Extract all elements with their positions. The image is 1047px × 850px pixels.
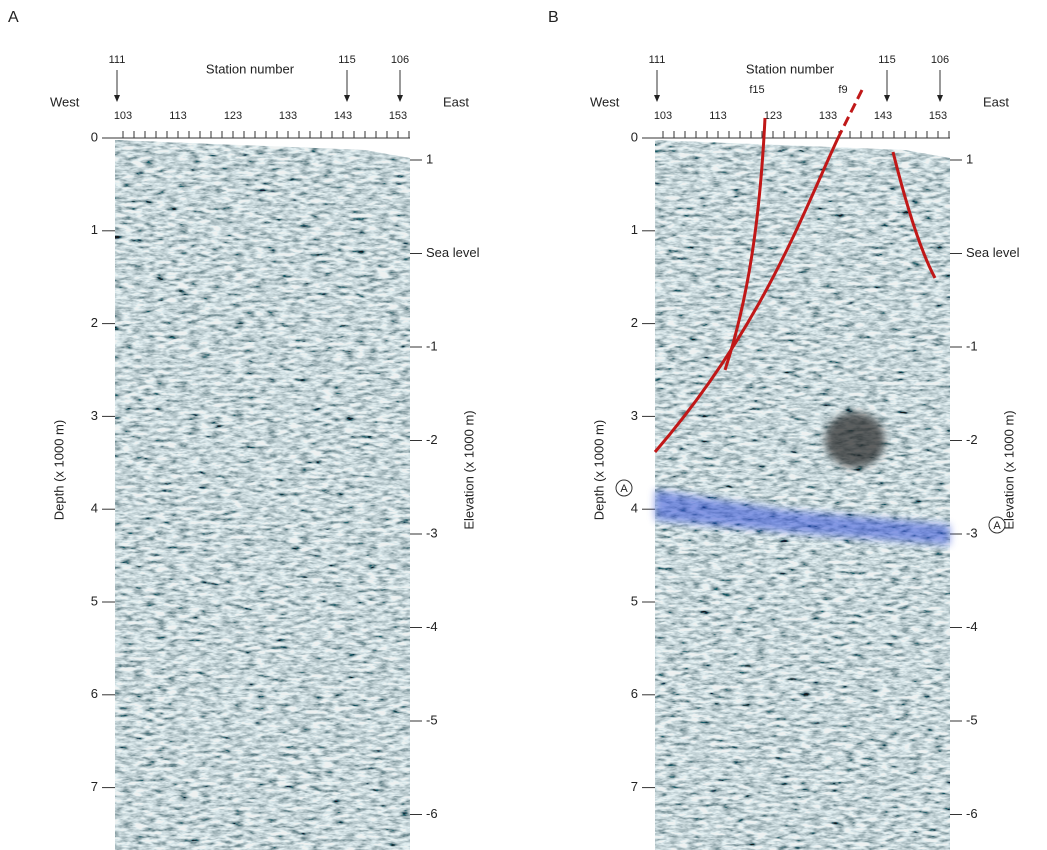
station-label: 143 (334, 110, 352, 122)
east-label: East (443, 94, 469, 109)
elevation-tick-label: -5 (426, 712, 438, 727)
depth-axis-label: Depth (x 1000 m) (51, 420, 66, 520)
fault-f15 (723, 117, 767, 371)
elevation-axis-label: Elevation (x 1000 m) (1001, 410, 1016, 529)
marker-label: A (993, 520, 1001, 532)
reflector-band (655, 490, 950, 545)
seismic-image (655, 138, 950, 850)
topography (115, 138, 410, 158)
arrow-head (397, 95, 403, 102)
elevation-tick-label: -5 (966, 712, 978, 727)
depth-tick-label: 6 (91, 686, 98, 701)
shot-label: 115 (878, 54, 896, 66)
panel-label: B (548, 9, 559, 26)
elevation-tick-label: Sea level (966, 245, 1020, 260)
depth-tick-label: 1 (91, 222, 98, 237)
fault-f9-dashed (836, 89, 864, 139)
arrow-head (937, 95, 943, 102)
anomaly (825, 412, 885, 468)
elevation-tick-label: -3 (966, 525, 978, 540)
topography (655, 138, 950, 158)
fault-f9 (653, 137, 840, 453)
depth-tick-label: 7 (91, 779, 98, 794)
elevation-tick-label: -6 (426, 806, 438, 821)
arrow-head (654, 95, 660, 102)
elevation-tick-label: -3 (426, 525, 438, 540)
elevation-tick-label: 1 (966, 151, 973, 166)
elevation-tick-label: -1 (966, 338, 978, 353)
fault-label: f15 (749, 84, 764, 96)
elevation-tick-label: -6 (966, 806, 978, 821)
depth-tick-label: 3 (91, 408, 98, 423)
west-label: West (590, 94, 620, 109)
station-label: 113 (709, 110, 727, 122)
elevation-axis-label: Elevation (x 1000 m) (461, 410, 476, 529)
marker-circle (988, 516, 1006, 534)
depth-tick-label: 7 (631, 779, 638, 794)
panel-label: A (8, 9, 19, 26)
axis-title: Station number (206, 61, 295, 76)
station-label: 153 (929, 110, 947, 122)
station-label: 133 (819, 110, 837, 122)
elevation-tick-label: -2 (426, 432, 438, 447)
depth-tick-label: 4 (631, 501, 638, 516)
fault-label: f9 (838, 84, 847, 96)
elevation-tick-label: Sea level (426, 245, 480, 260)
station-label: 133 (279, 110, 297, 122)
seismic-image (115, 138, 410, 850)
depth-tick-label: 2 (91, 315, 98, 330)
shot-label: 111 (649, 54, 666, 66)
fault-east (891, 151, 937, 279)
elevation-tick-label: -4 (426, 619, 438, 634)
depth-tick-label: 0 (91, 129, 98, 144)
shot-label: 111 (109, 54, 126, 66)
elevation-tick-label: -4 (966, 619, 978, 634)
station-label: 103 (654, 110, 672, 122)
marker-circle (615, 479, 633, 497)
arrow-head (884, 95, 890, 102)
depth-tick-label: 4 (91, 501, 98, 516)
depth-tick-label: 0 (631, 129, 638, 144)
station-label: 103 (114, 110, 132, 122)
depth-axis-label: Depth (x 1000 m) (591, 420, 606, 520)
depth-tick-label: 6 (631, 686, 638, 701)
shot-label: 115 (338, 54, 356, 66)
depth-tick-label: 3 (631, 408, 638, 423)
elevation-tick-label: -1 (426, 338, 438, 353)
station-label: 123 (764, 110, 782, 122)
depth-tick-label: 1 (631, 222, 638, 237)
elevation-tick-label: 1 (426, 151, 433, 166)
arrow-head (344, 95, 350, 102)
station-label: 123 (224, 110, 242, 122)
shot-label: 106 (391, 54, 409, 66)
station-label: 113 (169, 110, 187, 122)
shot-label: 106 (931, 54, 949, 66)
elevation-tick-label: -2 (966, 432, 978, 447)
depth-tick-label: 5 (91, 593, 98, 608)
arrow-head (114, 95, 120, 102)
axis-title: Station number (746, 61, 835, 76)
depth-tick-label: 5 (631, 593, 638, 608)
station-label: 153 (389, 110, 407, 122)
station-label: 143 (874, 110, 892, 122)
depth-tick-label: 2 (631, 315, 638, 330)
east-label: East (983, 94, 1009, 109)
west-label: West (50, 94, 80, 109)
marker-label: A (620, 483, 628, 495)
